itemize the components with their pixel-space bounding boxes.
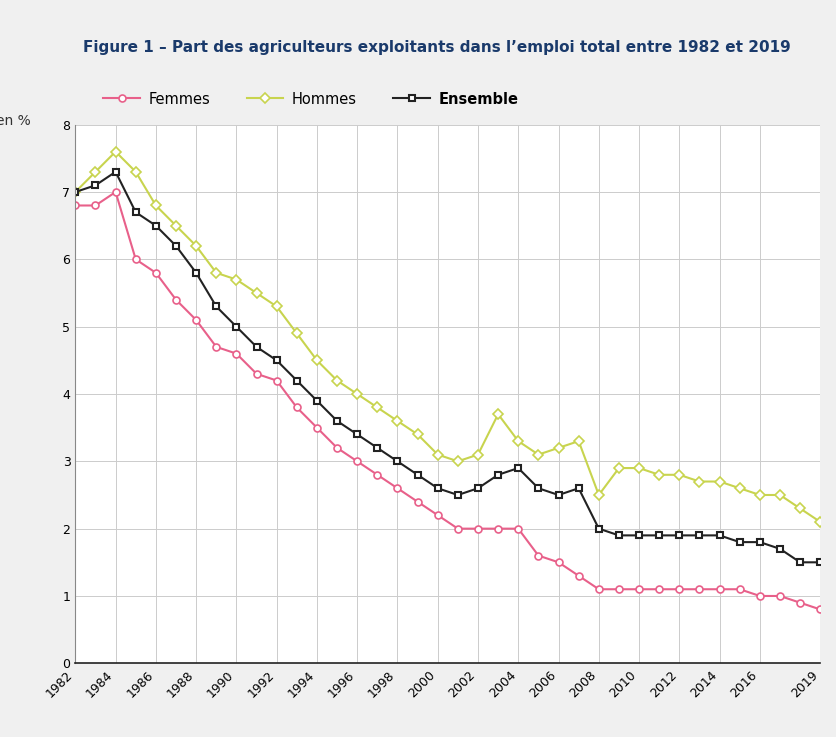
Legend: Femmes, Hommes, Ensemble: Femmes, Hommes, Ensemble	[98, 85, 524, 112]
Y-axis label: en %: en %	[0, 114, 31, 128]
Text: Figure 1 – Part des agriculteurs exploitants dans l’emploi total entre 1982 et 2: Figure 1 – Part des agriculteurs exploit…	[83, 41, 789, 55]
